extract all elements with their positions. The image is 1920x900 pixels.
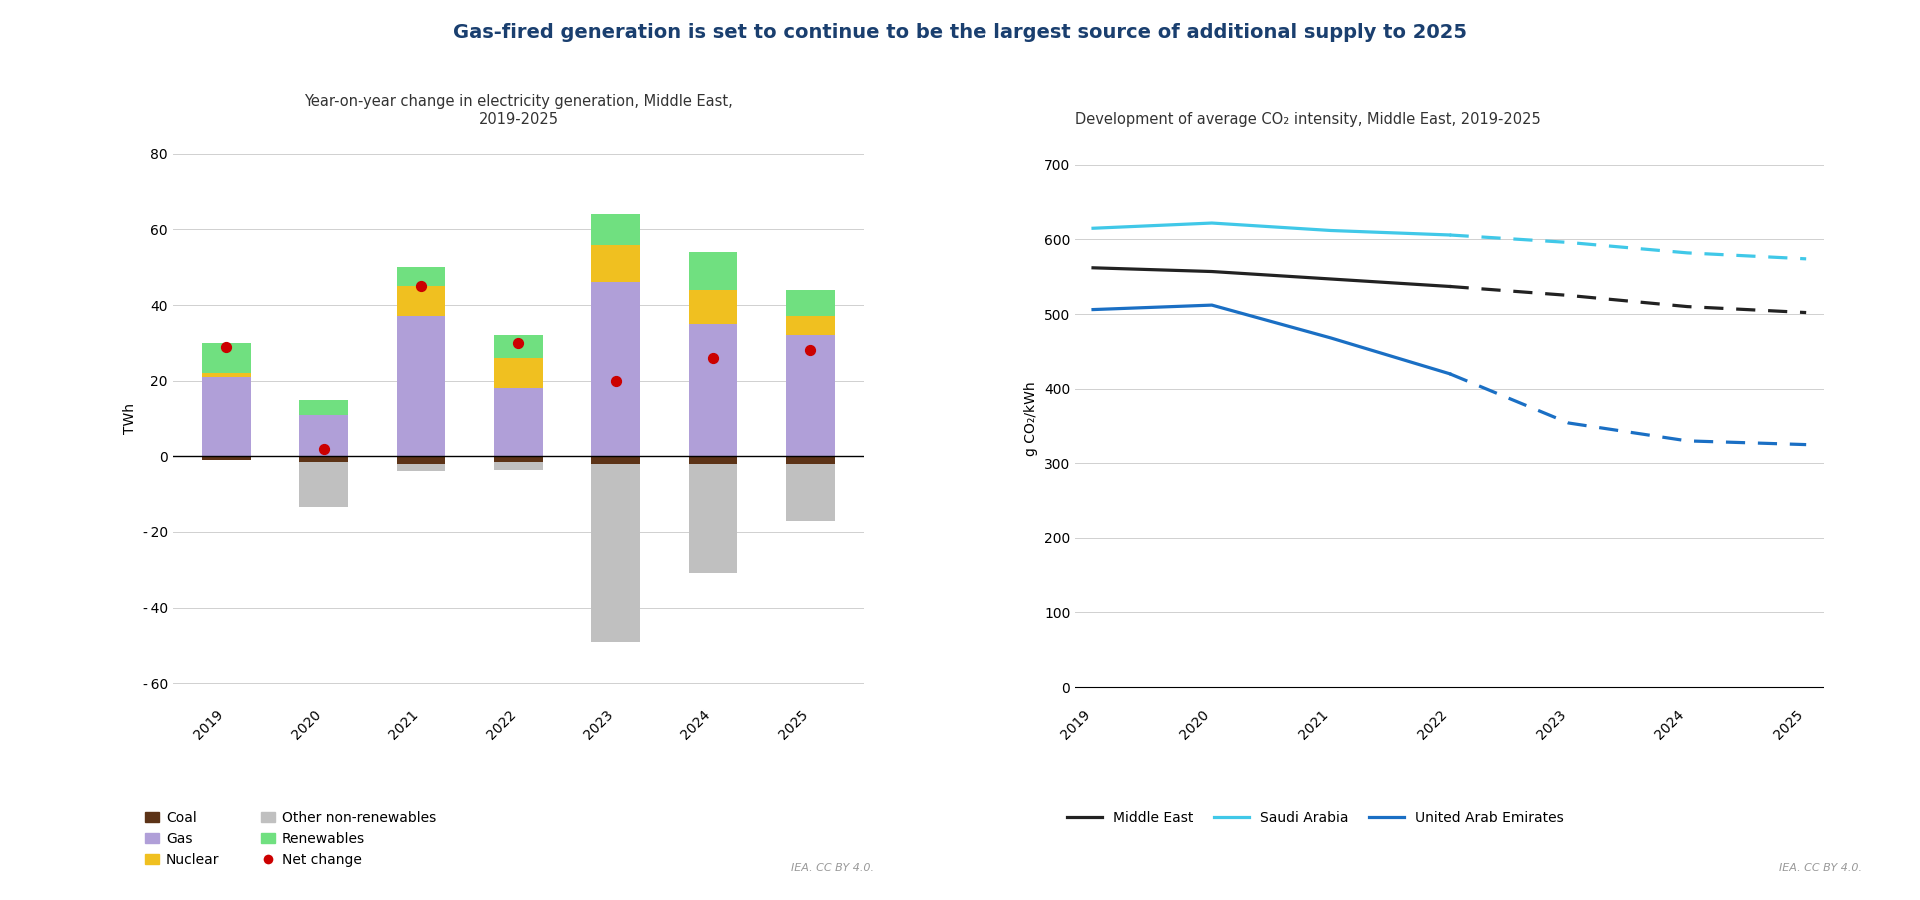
Bar bbox=[202, 343, 252, 373]
Bar bbox=[785, 336, 835, 456]
Bar bbox=[689, 464, 737, 573]
Bar bbox=[493, 456, 543, 462]
Bar bbox=[591, 214, 639, 245]
Y-axis label: g CO₂/kWh: g CO₂/kWh bbox=[1025, 382, 1039, 455]
Bar bbox=[591, 283, 639, 456]
Bar bbox=[300, 462, 348, 508]
Text: Development of average CO₂ intensity, Middle East, 2019-2025: Development of average CO₂ intensity, Mi… bbox=[1075, 112, 1542, 127]
Point bbox=[601, 374, 632, 388]
Bar bbox=[591, 456, 639, 464]
Bar bbox=[300, 456, 348, 462]
Bar bbox=[785, 290, 835, 317]
Bar bbox=[397, 267, 445, 286]
Text: Gas-fired generation is set to continue to be the largest source of additional s: Gas-fired generation is set to continue … bbox=[453, 22, 1467, 41]
Bar bbox=[689, 324, 737, 456]
Bar bbox=[591, 245, 639, 283]
Title: Year-on-year change in electricity generation, Middle East,
2019-2025: Year-on-year change in electricity gener… bbox=[303, 94, 733, 127]
Bar bbox=[689, 456, 737, 464]
Point bbox=[405, 279, 436, 293]
Point bbox=[211, 339, 242, 354]
Bar bbox=[591, 464, 639, 642]
Legend: Middle East, Saudi Arabia, United Arab Emirates: Middle East, Saudi Arabia, United Arab E… bbox=[1068, 811, 1565, 825]
Bar bbox=[689, 290, 737, 324]
Bar bbox=[397, 464, 445, 472]
Legend: Coal, Gas, Nuclear, Other non-renewables, Renewables, Net change: Coal, Gas, Nuclear, Other non-renewables… bbox=[146, 811, 436, 867]
Bar bbox=[785, 456, 835, 464]
Bar bbox=[397, 456, 445, 464]
Bar bbox=[202, 456, 252, 460]
Bar bbox=[300, 415, 348, 456]
Bar bbox=[300, 400, 348, 415]
Y-axis label: TWh: TWh bbox=[123, 403, 136, 434]
Bar bbox=[785, 464, 835, 520]
Point bbox=[503, 336, 534, 350]
Point bbox=[697, 351, 728, 365]
Bar bbox=[493, 358, 543, 388]
Bar bbox=[397, 286, 445, 317]
Bar bbox=[493, 462, 543, 470]
Bar bbox=[397, 317, 445, 456]
Bar bbox=[493, 388, 543, 456]
Bar bbox=[493, 336, 543, 358]
Point bbox=[795, 343, 826, 357]
Bar bbox=[785, 317, 835, 336]
Point bbox=[309, 442, 340, 456]
Bar bbox=[202, 377, 252, 456]
Bar bbox=[202, 374, 252, 377]
Bar bbox=[689, 252, 737, 290]
Text: IEA. CC BY 4.0.: IEA. CC BY 4.0. bbox=[791, 863, 874, 873]
Text: IEA. CC BY 4.0.: IEA. CC BY 4.0. bbox=[1780, 863, 1862, 873]
